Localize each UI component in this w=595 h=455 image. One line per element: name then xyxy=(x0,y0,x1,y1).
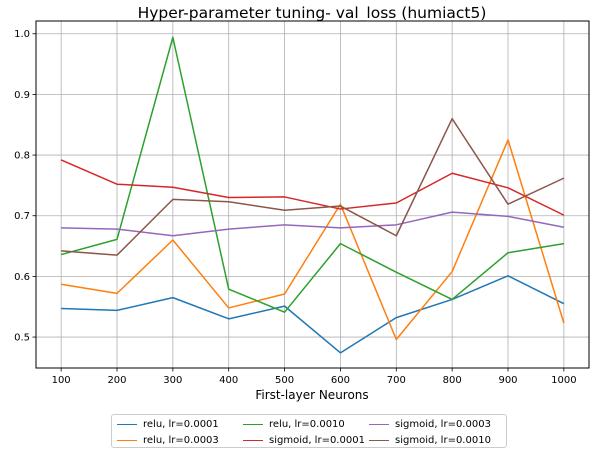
x-tick-label: 200 xyxy=(107,375,126,386)
series-line-relu-lr-0-0001 xyxy=(61,275,565,354)
legend-item: relu, lr=0.0003 xyxy=(117,433,243,447)
x-tick-label: 300 xyxy=(163,375,182,386)
grid xyxy=(36,21,589,368)
y-tick-label: 0.6 xyxy=(14,272,30,283)
x-tick-label: 800 xyxy=(443,375,462,386)
plot-area xyxy=(35,20,590,369)
legend-swatch xyxy=(117,439,137,441)
x-tick-label: 600 xyxy=(331,375,350,386)
chart-title: Hyper-parameter tuning- val_loss (humiac… xyxy=(138,4,487,23)
series-line-sigmoid-lr-0-0001 xyxy=(60,159,565,216)
y-tick-label: 1.0 xyxy=(14,29,30,40)
legend-label: relu, lr=0.0003 xyxy=(143,434,219,446)
legend-item: sigmoid, lr=0.0003 xyxy=(369,417,505,431)
series-line-sigmoid-lr-0-0010 xyxy=(61,117,565,256)
legend-label: relu, lr=0.0001 xyxy=(143,418,219,430)
x-tick-label: 500 xyxy=(275,375,294,386)
legend-swatch xyxy=(369,423,389,425)
y-tick-label: 0.9 xyxy=(14,90,30,101)
legend-label: sigmoid, lr=0.0003 xyxy=(395,418,491,430)
y-tick-label: 0.7 xyxy=(14,211,30,222)
legend-item: relu, lr=0.0010 xyxy=(243,417,369,431)
series-line-sigmoid-lr-0-0003 xyxy=(61,211,565,237)
legend-swatch xyxy=(369,439,389,441)
legend-swatch xyxy=(117,423,137,425)
series-line-relu-lr-0-0010 xyxy=(60,36,564,313)
legend-item: sigmoid, lr=0.0001 xyxy=(243,433,369,447)
x-tick-label: 1000 xyxy=(551,375,576,386)
x-tick-label: 100 xyxy=(52,375,71,386)
legend-swatch xyxy=(243,439,263,441)
legend-label: relu, lr=0.0010 xyxy=(269,418,345,430)
y-tick-label: 0.5 xyxy=(14,333,30,344)
y-axis-ticks: 0.5 0.6 0.7 0.8 0.9 1.0 xyxy=(14,29,36,344)
legend-item: sigmoid, lr=0.0010 xyxy=(369,433,505,447)
x-tick-label: 700 xyxy=(387,375,406,386)
y-tick-label: 0.8 xyxy=(14,151,30,162)
legend-item: relu, lr=0.0001 xyxy=(117,417,243,431)
series-line-relu-lr-0-0003 xyxy=(61,139,565,341)
x-axis-ticks: 100 200 300 400 500 600 700 800 900 1000 xyxy=(52,368,577,386)
series-lines xyxy=(60,36,565,354)
x-tick-label: 900 xyxy=(498,375,517,386)
x-axis-label: First-layer Neurons xyxy=(255,388,368,402)
legend-swatch xyxy=(243,423,263,425)
legend: relu, lr=0.0001 relu, lr=0.0003 relu, lr=0… xyxy=(111,414,507,448)
legend-label: sigmoid, lr=0.0001 xyxy=(269,434,365,446)
legend-label: sigmoid, lr=0.0010 xyxy=(395,434,491,446)
x-tick-label: 400 xyxy=(219,375,238,386)
